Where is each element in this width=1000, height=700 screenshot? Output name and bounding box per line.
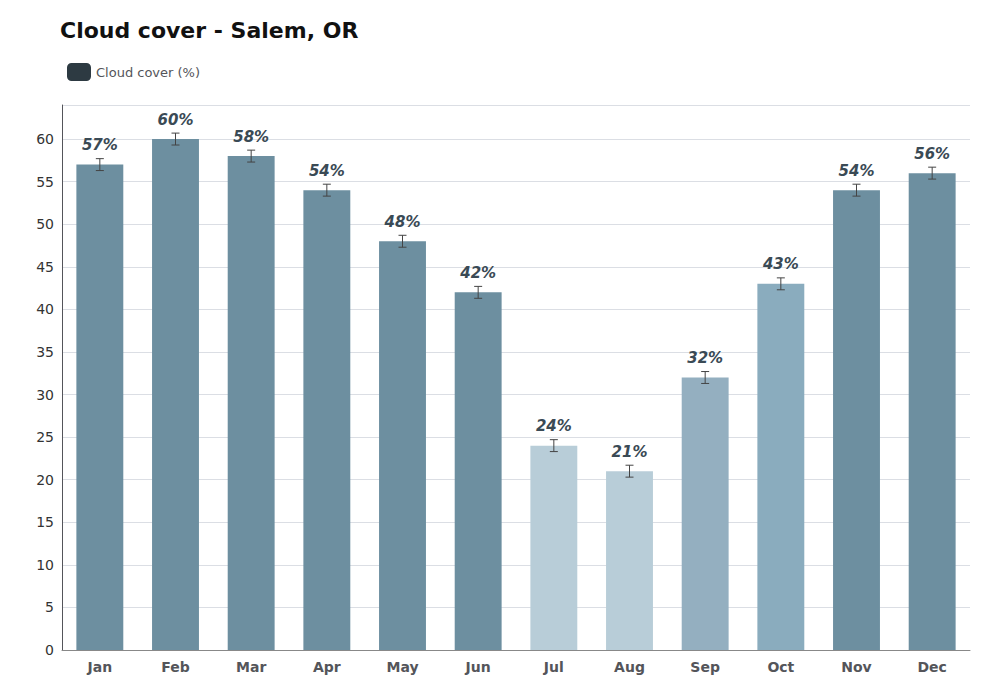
svg-text:Cloud cover - Salem, OR: Cloud cover - Salem, OR (60, 18, 358, 43)
svg-text:55: 55 (36, 174, 54, 190)
svg-text:54%: 54% (839, 162, 875, 180)
svg-text:May: May (386, 659, 418, 675)
svg-text:21%: 21% (612, 443, 648, 461)
svg-text:5: 5 (45, 599, 54, 615)
svg-text:20: 20 (36, 472, 54, 488)
svg-text:Dec: Dec (917, 659, 946, 675)
svg-text:54%: 54% (309, 162, 345, 180)
svg-text:42%: 42% (459, 264, 496, 282)
svg-text:35: 35 (36, 344, 54, 360)
svg-text:60%: 60% (158, 111, 194, 129)
svg-text:30: 30 (36, 387, 54, 403)
svg-text:15: 15 (36, 514, 54, 530)
svg-text:45: 45 (36, 259, 54, 275)
svg-text:10: 10 (36, 557, 54, 573)
svg-text:Mar: Mar (236, 659, 266, 675)
svg-text:Sep: Sep (690, 659, 720, 675)
svg-text:24%: 24% (536, 417, 572, 435)
svg-text:Jul: Jul (543, 659, 564, 675)
svg-text:40: 40 (36, 301, 54, 317)
svg-text:58%: 58% (233, 128, 269, 146)
svg-text:Nov: Nov (841, 659, 871, 675)
svg-text:60: 60 (36, 131, 54, 147)
svg-text:Aug: Aug (614, 659, 645, 675)
svg-text:57%: 57% (82, 136, 118, 154)
svg-text:Jun: Jun (465, 659, 491, 675)
svg-text:56%: 56% (914, 145, 950, 163)
svg-text:Oct: Oct (767, 659, 794, 675)
svg-text:50: 50 (36, 216, 54, 232)
svg-text:25: 25 (36, 429, 54, 445)
svg-text:43%: 43% (762, 255, 799, 273)
svg-text:32%: 32% (687, 349, 723, 367)
svg-text:Cloud cover (%): Cloud cover (%) (96, 65, 200, 80)
svg-text:48%: 48% (384, 213, 421, 231)
svg-text:Apr: Apr (313, 659, 341, 675)
svg-text:0: 0 (45, 642, 54, 658)
svg-text:Feb: Feb (161, 659, 190, 675)
svg-text:Jan: Jan (87, 659, 113, 675)
